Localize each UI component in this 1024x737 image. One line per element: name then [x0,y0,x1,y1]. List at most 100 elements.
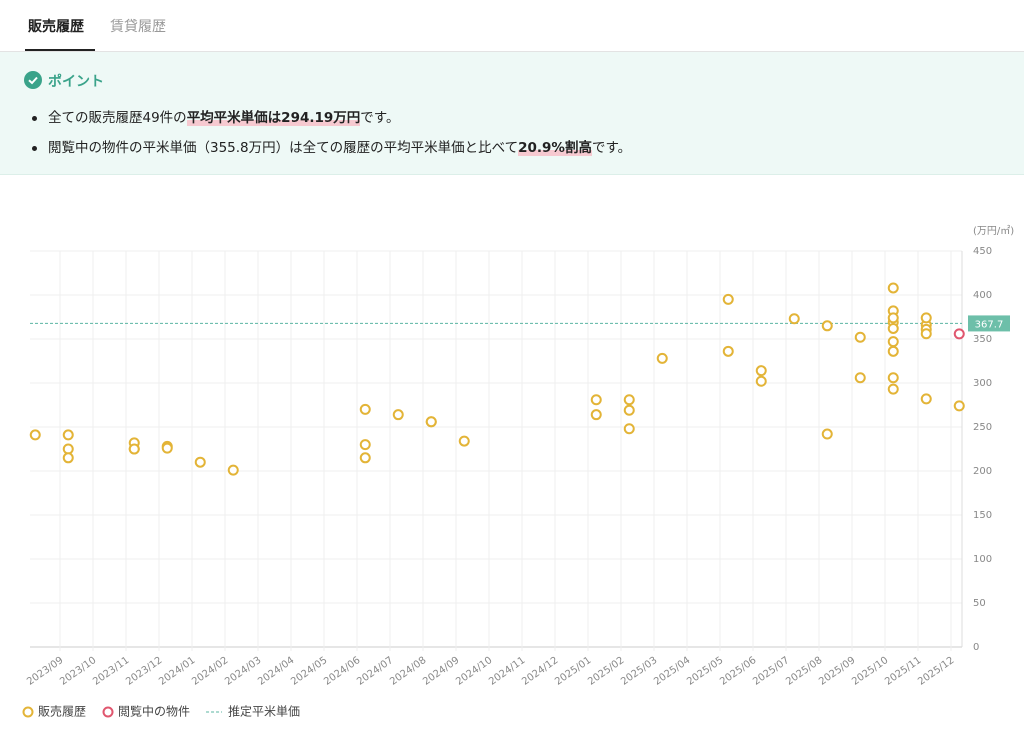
x-tick-label: 2024/08 [388,655,428,688]
y-tick-label: 150 [973,510,992,521]
bullet-text: です。 [360,110,400,126]
y-tick-label: 350 [973,334,992,345]
x-tick-label: 2023/11 [91,655,131,688]
x-tick-label: 2024/06 [322,655,362,688]
data-point [623,423,635,435]
x-tick-label: 2025/06 [718,655,758,688]
data-point [458,435,470,447]
data-point [887,383,899,395]
data-point [755,365,767,377]
data-point [953,400,965,412]
check-icon [24,71,42,89]
highlight-text: 20.9%割高 [518,140,592,156]
data-point [788,313,800,325]
data-point [854,331,866,343]
x-tick-label: 2024/05 [289,655,329,688]
x-tick-label: 2024/12 [520,655,560,688]
data-point [62,429,74,441]
x-tick-label: 2023/12 [124,655,164,688]
y-tick-label: 450 [973,246,992,257]
x-tick-label: 2025/01 [553,655,593,688]
data-point [359,439,371,451]
data-point [128,443,140,455]
x-tick-label: 2025/04 [652,655,692,688]
y-tick-label: 50 [973,598,986,609]
bullet-text: 閲覧中の物件の平米単価（355.8万円）は全ての履歴の平均平米単価と比べて [48,140,519,156]
data-point [920,328,932,340]
data-point [920,312,932,324]
x-tick-label: 2025/08 [784,655,824,688]
data-point [359,452,371,464]
x-tick-label: 2023/09 [25,655,65,688]
x-tick-label: 2024/03 [223,655,263,688]
data-point [425,416,437,428]
data-point [953,328,965,340]
data-point [920,393,932,405]
unit-label: (万円/㎡) [973,225,1014,237]
tab[interactable]: 販売履歴 [28,19,84,35]
x-tick-label: 2024/04 [256,655,296,688]
data-point [887,336,899,348]
data-point [887,322,899,334]
data-point [755,375,767,387]
legend-label: 推定平米単価 [228,704,300,719]
y-tick-label: 0 [973,642,979,653]
data-point [887,312,899,324]
x-tick-label: 2025/03 [619,655,659,688]
data-point [887,282,899,294]
highlight-text: 平均平米単価は294.19万円 [186,110,361,126]
legend-marker [22,706,34,718]
tab[interactable]: 賃貸履歴 [110,19,166,35]
data-point [590,394,602,406]
y-tick-label: 300 [973,378,992,389]
y-tick-label: 250 [973,422,992,433]
data-point [62,452,74,464]
bullet: 全ての販売履歴49件の平均平米単価は294.19万円です。 [30,108,631,138]
data-point [656,352,668,364]
data-point [590,409,602,421]
x-tick-label: 2024/07 [355,655,395,688]
data-point [194,456,206,468]
point-box: ポイント 全ての販売履歴49件の平均平米単価は294.19万円です。 閲覧中の物件… [0,52,1024,175]
x-tick-label: 2023/10 [58,655,98,688]
x-tick-label: 2025/07 [751,655,791,688]
x-tick-label: 2024/01 [157,655,197,688]
bullet-text: です。 [591,140,632,156]
x-tick-label: 2025/05 [685,655,725,688]
data-point [623,404,635,416]
x-tick-label: 2024/09 [421,655,461,688]
legend-marker [102,706,114,718]
data-point [722,345,734,357]
data-point [392,409,404,421]
reference-label-box [968,315,1010,332]
bullet-text: 全ての販売履歴49件の [48,110,187,126]
x-tick-label: 2025/12 [916,655,956,688]
reference-label: 367.7 [975,319,1004,330]
x-tick-label: 2024/11 [487,655,527,688]
data-point [887,372,899,384]
y-tick-label: 400 [973,290,992,301]
data-point [623,394,635,406]
data-point [62,443,74,455]
data-point [161,442,173,454]
data-point [29,429,41,441]
data-point [722,293,734,305]
data-point [854,372,866,384]
bullet-list: 全ての販売履歴49件の平均平米単価は294.19万円です。 閲覧中の物件の平米単価… [30,108,631,168]
x-tick-label: 2025/11 [883,655,923,688]
x-tick-label: 2024/10 [454,655,494,688]
x-tick-label: 2025/09 [817,655,857,688]
tab-bar: 販売履歴 賃貸履歴 [0,0,1024,52]
point-title: ポイント [48,74,104,90]
data-point [359,403,371,415]
data-point [821,428,833,440]
data-point [887,345,899,357]
legend-label: 販売履歴 [38,704,86,719]
x-tick-label: 2024/02 [190,655,230,688]
x-tick-label: 2025/10 [850,655,890,688]
legend-label: 閲覧中の物件 [118,704,190,719]
data-point [821,320,833,332]
y-tick-label: 100 [973,554,992,565]
